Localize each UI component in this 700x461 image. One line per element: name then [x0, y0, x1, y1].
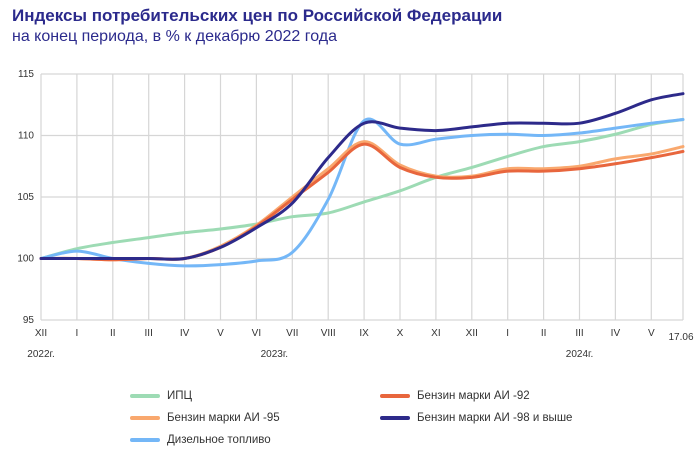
- x-tick-label: XII: [35, 328, 47, 339]
- chart-subtitle: на конец периода, в % к декабрю 2022 год…: [12, 28, 338, 45]
- legend-item-ai98: Бензин марки АИ -98 и выше: [380, 412, 572, 424]
- legend-swatch: [380, 416, 410, 420]
- series-line-2: [39, 140, 685, 262]
- year-label: 2023г.: [261, 349, 288, 360]
- y-tick-label: 115: [18, 69, 34, 80]
- chart-title: Индексы потребительских цен по Российско…: [12, 6, 503, 25]
- y-tick-label: 100: [17, 254, 34, 265]
- y-tick-label: 105: [17, 192, 34, 203]
- legend-label: ИПЦ: [167, 390, 193, 402]
- year-label: 2022г.: [27, 349, 54, 360]
- legend-label: Бензин марки АИ -98 и выше: [417, 412, 573, 424]
- legend-label: Бензин марки АИ -92: [417, 390, 530, 402]
- legend-item-cpi: ИПЦ: [130, 390, 192, 402]
- x-tick-label: X: [397, 328, 404, 339]
- x-tick-label: IX: [359, 328, 369, 339]
- x-tick-label: IV: [611, 328, 621, 339]
- x-tick-label: I: [76, 328, 79, 339]
- legend-label: Бензин марки АИ -95: [167, 412, 280, 424]
- legend-swatch: [130, 394, 160, 398]
- legend-swatch: [130, 416, 160, 420]
- legend-item-diesel: Дизельное топливо: [130, 434, 271, 446]
- x-tick-label: VIII: [321, 328, 336, 339]
- x-tick-label: II: [110, 328, 116, 339]
- y-tick-label: 110: [18, 131, 34, 142]
- legend-swatch: [380, 394, 410, 398]
- x-tick-label: VI: [252, 328, 261, 339]
- x-tick-label: V: [648, 328, 655, 339]
- x-tick-label: V: [217, 328, 224, 339]
- x-tick-label: IV: [180, 328, 190, 339]
- x-tick-label: XI: [431, 328, 440, 339]
- x-tick-label: III: [575, 328, 583, 339]
- legend-item-ai95: Бензин марки АИ -95: [130, 412, 280, 424]
- x-tick-label: II: [541, 328, 547, 339]
- series-line-3: [39, 92, 685, 261]
- x-tick-label: XII: [466, 328, 478, 339]
- x-tick-label: III: [145, 328, 153, 339]
- year-label: 2024г.: [566, 349, 593, 360]
- y-tick-label: 95: [23, 315, 35, 326]
- x-tick-label: VII: [286, 328, 298, 339]
- series-line-0: [39, 118, 685, 260]
- legend-swatch: [130, 438, 160, 442]
- legend-item-ai92: Бензин марки АИ -92: [380, 390, 530, 402]
- x-tick-label: 17.06: [668, 332, 693, 343]
- legend-label: Дизельное топливо: [167, 434, 271, 446]
- x-tick-label: I: [506, 328, 509, 339]
